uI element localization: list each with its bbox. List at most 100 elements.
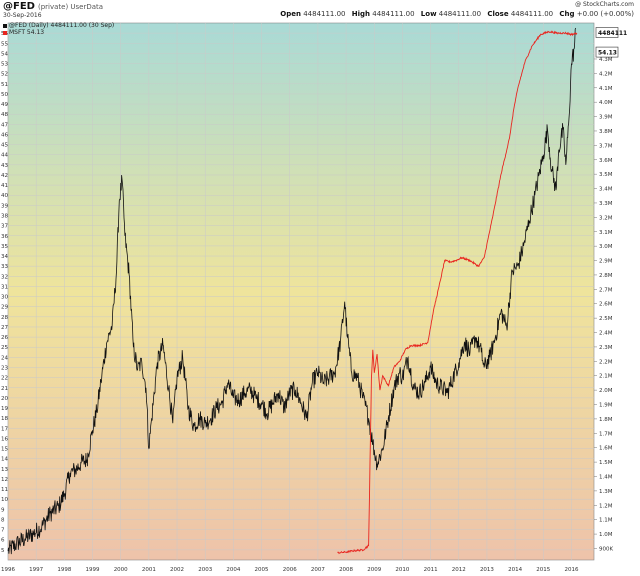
- x-tick-label: 1999: [86, 567, 100, 573]
- open-label: Open: [280, 10, 301, 18]
- right-tick-label: 1.8M: [599, 417, 613, 423]
- right-axis: 900K 1.0M 1.1M 1.2M 1.3M 1.4M 1.5M 1.6M 1.7M 1.8M…: [594, 57, 613, 552]
- open-value: 4484111.00: [303, 10, 346, 18]
- fed-series-line: [337, 30, 578, 555]
- left-tick-label: 10: [1, 497, 8, 503]
- left-tick-label: 42: [1, 173, 8, 179]
- left-axis: 5 6 7 8 9 10 11 12 13 14 15 16 17 18 19 20 21 22 23 24 25 26 2…: [1, 31, 8, 554]
- left-tick-label: 50: [1, 92, 8, 98]
- date-label: 30-Sep-2016: [3, 12, 42, 19]
- right-tick-label: 1.9M: [599, 403, 613, 409]
- left-tick-label: 36: [1, 234, 8, 240]
- right-tick-label: 1.1M: [599, 518, 613, 524]
- left-tick-label: 29: [1, 305, 8, 311]
- left-tick-label: 44: [1, 153, 8, 159]
- right-tick-label: 1.2M: [599, 503, 613, 509]
- x-tick-label: 2014: [508, 567, 522, 573]
- left-tick-label: 19: [1, 406, 8, 412]
- left-tick-label: 35: [1, 244, 8, 250]
- symbol-name: @FED: [3, 1, 35, 12]
- left-tick-label: 15: [1, 447, 8, 453]
- left-tick-label: 20: [1, 396, 8, 402]
- legend-msft-text: MSFT 54.13: [9, 29, 45, 36]
- msft-value-badge-box: [595, 46, 619, 58]
- copyright: @ StockCharts.com: [575, 1, 634, 8]
- left-tick-label: 33: [1, 264, 8, 270]
- right-tick-label: 3.7M: [599, 143, 613, 149]
- left-tick-label: 9: [1, 507, 5, 513]
- x-tick-label: 2007: [311, 567, 325, 573]
- left-tick-label: 18: [1, 416, 8, 422]
- left-tick-label: 28: [1, 315, 8, 321]
- left-tick-label: 22: [1, 376, 8, 382]
- right-tick-label: 900K: [599, 546, 613, 552]
- left-tick-label: 6: [1, 538, 5, 544]
- left-tick-label: 38: [1, 214, 8, 220]
- right-tick-label: 3.8M: [599, 129, 613, 135]
- x-tick-label: 1997: [29, 567, 43, 573]
- x-tick-label: 2001: [142, 567, 156, 573]
- right-tick-label: 2.4M: [599, 331, 613, 337]
- fed-value-badge-box: [595, 27, 619, 38]
- left-tick-label: 32: [1, 274, 8, 280]
- right-tick-label: 2.3M: [599, 345, 613, 351]
- fed-value-badge: 4484111: [598, 30, 627, 37]
- right-tick-label: 3.1M: [599, 230, 613, 236]
- left-tick-label: 5: [1, 548, 5, 554]
- close-value: 4484111.00: [510, 10, 554, 18]
- right-tick-label: 3.4M: [599, 187, 613, 193]
- left-tick-label: 16: [1, 436, 8, 442]
- left-tick-label: 11: [1, 487, 8, 493]
- left-tick-label: 7: [1, 528, 5, 534]
- left-tick-label: 41: [1, 183, 8, 189]
- right-tick-label: 3.9M: [599, 115, 613, 121]
- left-tick-label: 17: [1, 426, 8, 432]
- legend-fed-swatch: [3, 23, 7, 28]
- x-axis: 1996 1997 1998 1999 2000 2001 2002 2003 2004 2005…: [1, 567, 579, 573]
- close-label: Close: [487, 10, 509, 18]
- legend-fed-text: @FED (Daily) 4484111.00 (30 Sep): [9, 22, 115, 29]
- x-tick-label: 1996: [1, 567, 15, 573]
- left-tick-label: 52: [1, 72, 8, 78]
- left-tick-label: 53: [1, 62, 8, 68]
- legend-fed: @FED (Daily) 4484111.00 (30 Sep): [3, 22, 114, 29]
- left-tick-label: 8: [1, 517, 5, 523]
- x-tick-label: 2011: [424, 567, 438, 573]
- right-tick-label: 4.1M: [599, 86, 613, 92]
- left-tick-label: 51: [1, 82, 8, 88]
- left-tick-label: 25: [1, 345, 8, 351]
- left-tick-label: 23: [1, 365, 8, 371]
- left-tick-label: 14: [1, 457, 8, 463]
- left-tick-label: 43: [1, 163, 8, 169]
- right-tick-label: 2.2M: [599, 359, 613, 365]
- left-tick-label: 21: [1, 386, 8, 392]
- right-tick-label: 2.6M: [599, 302, 613, 308]
- right-tick-label: 3.2M: [599, 215, 613, 221]
- left-tick-label: 30: [1, 295, 8, 301]
- right-tick-label: 4.0M: [599, 100, 613, 106]
- right-tick-label: 4.3M: [599, 57, 613, 63]
- right-tick-label: 3.3M: [599, 201, 613, 207]
- right-tick-label: 1.6M: [599, 446, 613, 452]
- right-tick-label: 1.3M: [599, 489, 613, 495]
- x-tick-label: 2002: [170, 567, 184, 573]
- right-tick-label: 1.0M: [599, 532, 613, 538]
- legend-msft-swatch: [3, 30, 7, 35]
- x-tick-label: 2015: [536, 567, 550, 573]
- x-tick-label: 2009: [367, 567, 381, 573]
- legend-msft: MSFT 54.13: [3, 29, 44, 36]
- right-tick-label: 3.6M: [599, 158, 613, 164]
- left-tick-label: 48: [1, 112, 8, 118]
- left-tick-label: 27: [1, 325, 8, 331]
- symbol-label: @FED (private) UserData: [3, 2, 103, 12]
- x-tick-label: 2000: [114, 567, 128, 573]
- right-tick-label: 1.7M: [599, 431, 613, 437]
- series-layer: [7, 27, 578, 555]
- msft-series-line: [7, 27, 577, 555]
- left-tick-label: 47: [1, 122, 8, 128]
- x-tick-label: 2016: [564, 567, 578, 573]
- plot-background: [7, 22, 595, 561]
- right-tick-label: 1.5M: [599, 460, 613, 466]
- left-tick-label: 12: [1, 477, 8, 483]
